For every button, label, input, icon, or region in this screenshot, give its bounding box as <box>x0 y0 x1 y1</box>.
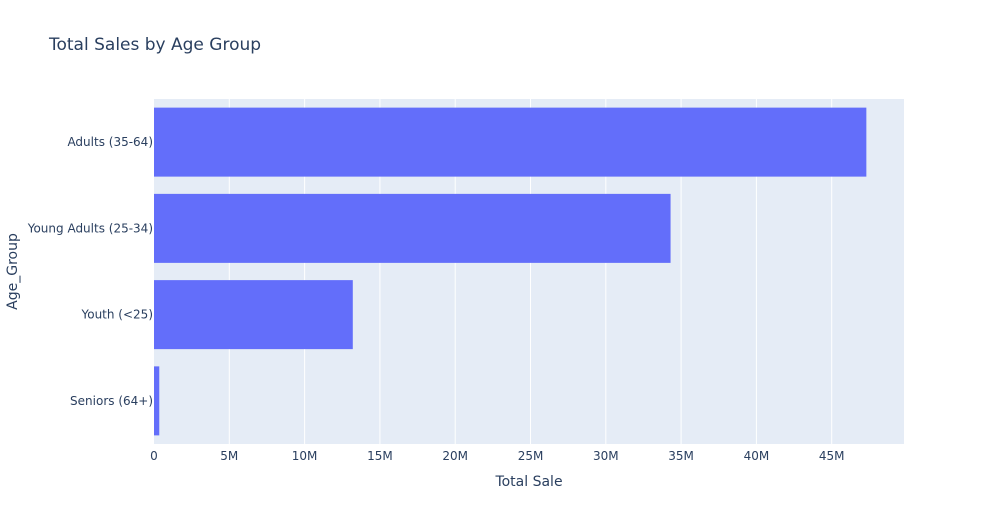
x-axis-title: Total Sale <box>494 474 562 490</box>
y-tick-label: Seniors (64+) <box>70 394 153 408</box>
bar[interactable] <box>154 280 353 350</box>
x-tick-label: 15M <box>367 449 393 463</box>
x-tick-label: 25M <box>518 449 544 463</box>
y-axis-title: Age_Group <box>5 233 21 310</box>
x-tick-label: 45M <box>819 449 845 463</box>
bar[interactable] <box>154 366 160 436</box>
bar[interactable] <box>154 107 867 177</box>
x-tick-label: 0 <box>150 449 158 463</box>
x-tick-label: 5M <box>220 449 238 463</box>
bar[interactable] <box>154 193 671 263</box>
x-tick-label: 40M <box>744 449 770 463</box>
x-tick-label: 35M <box>668 449 694 463</box>
y-tick-label: Youth (<25) <box>81 308 154 322</box>
x-tick-label: 10M <box>292 449 318 463</box>
y-tick-label: Adults (35-64) <box>67 135 153 149</box>
x-tick-label: 20M <box>442 449 468 463</box>
y-tick-label: Young Adults (25-34) <box>27 221 153 235</box>
chart-title: Total Sales by Age Group <box>48 35 261 55</box>
x-tick-label: 30M <box>593 449 619 463</box>
